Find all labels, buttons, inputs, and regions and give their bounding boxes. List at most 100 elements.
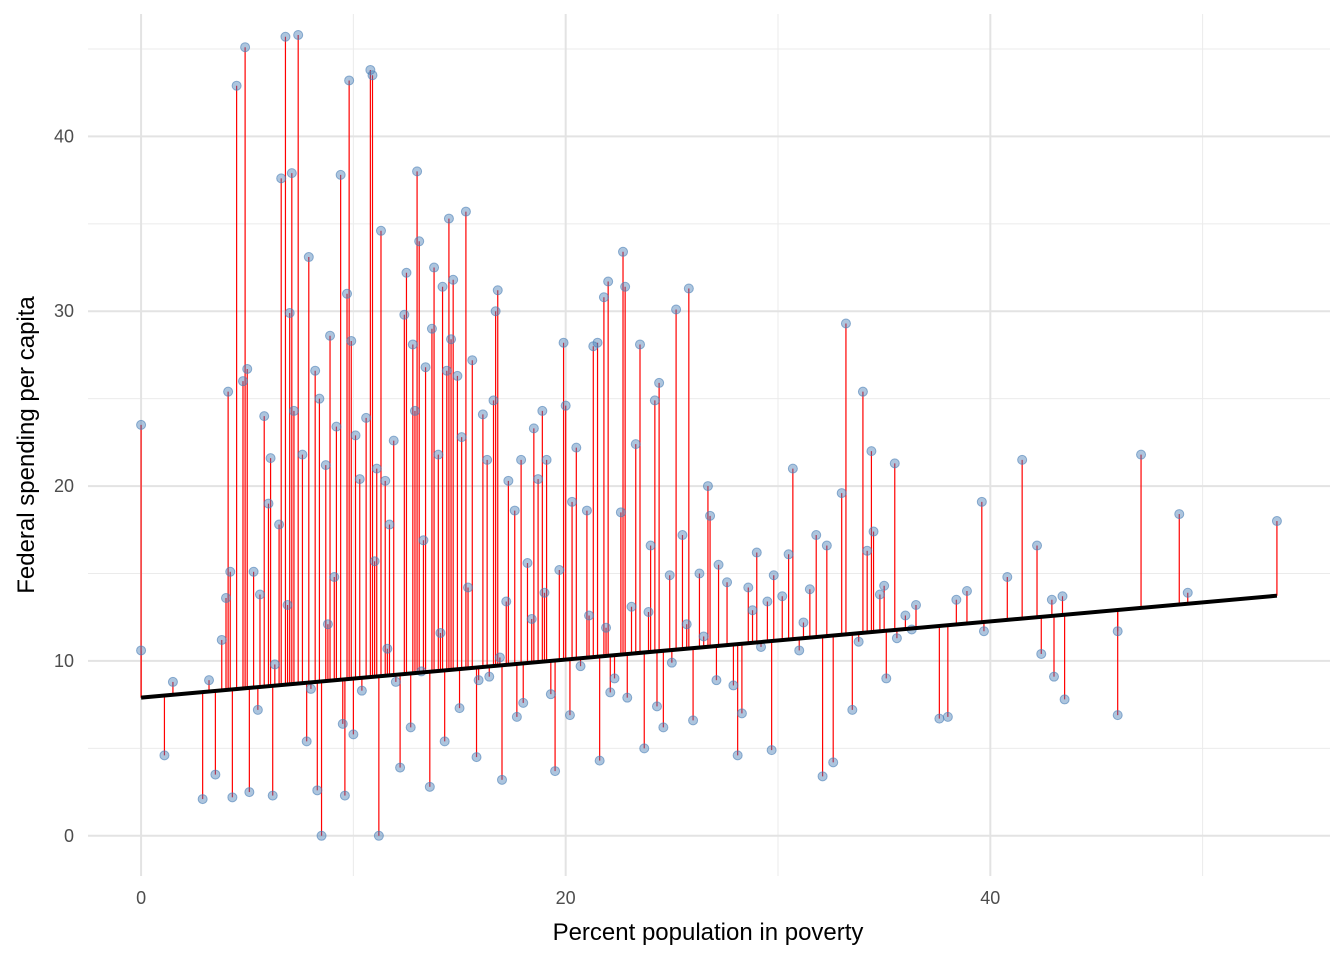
data-point (337, 718, 348, 729)
data-point (221, 592, 231, 603)
data-point (900, 610, 911, 621)
data-point (545, 689, 556, 700)
data-point (424, 781, 435, 792)
data-point (798, 617, 809, 628)
data-point (414, 236, 425, 247)
data-point (497, 774, 507, 785)
data-point (439, 736, 450, 747)
data-point (248, 566, 259, 577)
data-point (456, 432, 467, 443)
data-point (348, 729, 359, 740)
data-point (1112, 626, 1123, 637)
data-point (683, 283, 694, 294)
data-point (751, 547, 762, 558)
data-point (322, 619, 333, 630)
data-point (197, 794, 208, 805)
data-point (310, 365, 321, 376)
x-axis-title: Percent population in poverty (553, 919, 864, 946)
data-point (620, 281, 631, 292)
data-point (501, 596, 512, 607)
data-point (346, 335, 357, 346)
data-point (1017, 454, 1028, 465)
data-point (766, 745, 777, 756)
data-point (136, 419, 147, 430)
data-point (467, 355, 478, 366)
data-point (297, 449, 308, 460)
data-point (242, 363, 253, 374)
data-point (223, 386, 234, 397)
data-point (911, 599, 921, 610)
data-point (728, 680, 739, 691)
y-tick-label: 40 (54, 126, 74, 146)
data-point (435, 627, 446, 638)
data-point (581, 505, 592, 516)
data-point (828, 757, 839, 768)
data-point (477, 409, 488, 420)
data-point (492, 285, 503, 296)
data-point (354, 474, 365, 485)
data-point (301, 736, 312, 747)
x-tick-label: 0 (136, 888, 146, 908)
data-point (401, 267, 412, 278)
data-point (265, 453, 276, 464)
data-point (554, 565, 565, 576)
data-point (702, 481, 713, 492)
data-point (528, 423, 539, 434)
data-point (537, 405, 548, 416)
data-point (1057, 591, 1068, 602)
data-point (210, 769, 221, 780)
data-point (303, 252, 314, 263)
data-point (705, 510, 716, 521)
data-point (732, 750, 743, 761)
data-point (649, 395, 660, 406)
y-axis-title: Federal spending per capita (13, 296, 40, 594)
data-point (227, 792, 238, 803)
data-point (821, 540, 832, 551)
data-point (454, 703, 465, 714)
data-point (688, 715, 699, 726)
data-point (879, 580, 890, 591)
data-point (677, 530, 688, 541)
data-point (743, 582, 754, 593)
data-point (511, 711, 522, 722)
data-point (1136, 449, 1147, 460)
data-point (605, 687, 616, 698)
data-point (783, 549, 794, 560)
data-point (267, 790, 278, 801)
data-point (594, 755, 605, 766)
data-point (978, 626, 989, 637)
data-point (651, 701, 662, 712)
data-point (367, 70, 378, 81)
data-point (603, 276, 614, 287)
data-point (787, 463, 798, 474)
data-point (231, 80, 242, 91)
data-point (664, 570, 675, 581)
data-point (518, 697, 529, 708)
data-point (609, 673, 620, 684)
data-point (811, 530, 822, 541)
data-point (522, 558, 533, 569)
data-point (375, 225, 386, 236)
data-point (862, 545, 873, 556)
data-point (1049, 671, 1059, 682)
data-point (320, 460, 331, 471)
data-point (533, 474, 544, 485)
data-point (441, 365, 452, 376)
data-point (598, 292, 609, 303)
data-point (934, 713, 945, 724)
data-point (136, 645, 147, 656)
data-point (437, 281, 448, 292)
data-point (1032, 540, 1043, 551)
x-tick-label: 20 (556, 888, 576, 908)
data-point (282, 599, 293, 610)
y-tick-label: 10 (54, 651, 74, 671)
y-tick-label: 30 (54, 301, 74, 321)
data-point (601, 622, 612, 633)
data-point (503, 475, 514, 486)
data-point (571, 442, 582, 453)
data-point (868, 526, 879, 537)
data-point (550, 766, 561, 777)
data-point (484, 671, 495, 682)
data-point (473, 675, 484, 686)
